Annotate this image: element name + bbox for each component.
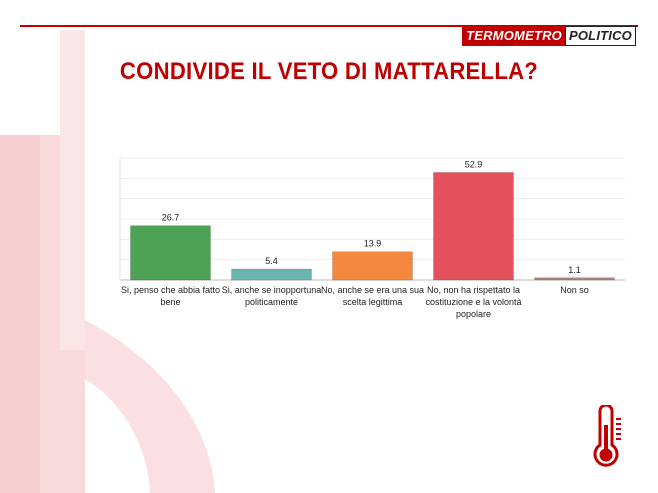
logo-part-a: TERMOMETRO (462, 26, 565, 46)
category-label-3: No, anche se era una sua scelta legittim… (320, 285, 425, 307)
page-title: CONDIVIDE IL VETO DI MATTARELLA? (119, 58, 539, 85)
logo-part-b: POLITICO (565, 26, 636, 46)
data-label-5: 1.1 (568, 265, 581, 275)
bar-5 (534, 277, 615, 281)
category-label-2: Si, anche se inopportuna politicamente (221, 285, 322, 307)
data-label-2: 5.4 (265, 256, 278, 266)
thermometer-icon (593, 405, 621, 467)
header-rule (20, 25, 638, 27)
category-label-5: Non so (560, 285, 589, 295)
data-label-3: 13.9 (364, 239, 382, 249)
bar-1 (130, 225, 211, 281)
bar-2 (231, 268, 312, 281)
brand-logo: TERMOMETRO POLITICO (462, 26, 636, 46)
data-label-4: 52.9 (465, 159, 483, 169)
bar-3 (332, 251, 413, 281)
data-label-1: 26.7 (162, 213, 180, 223)
bar-4 (433, 172, 514, 281)
category-label-4: No, non ha rispettato la costituzione e … (425, 285, 522, 319)
category-label-1: Si, penso che abbia fatto bene (120, 285, 221, 307)
